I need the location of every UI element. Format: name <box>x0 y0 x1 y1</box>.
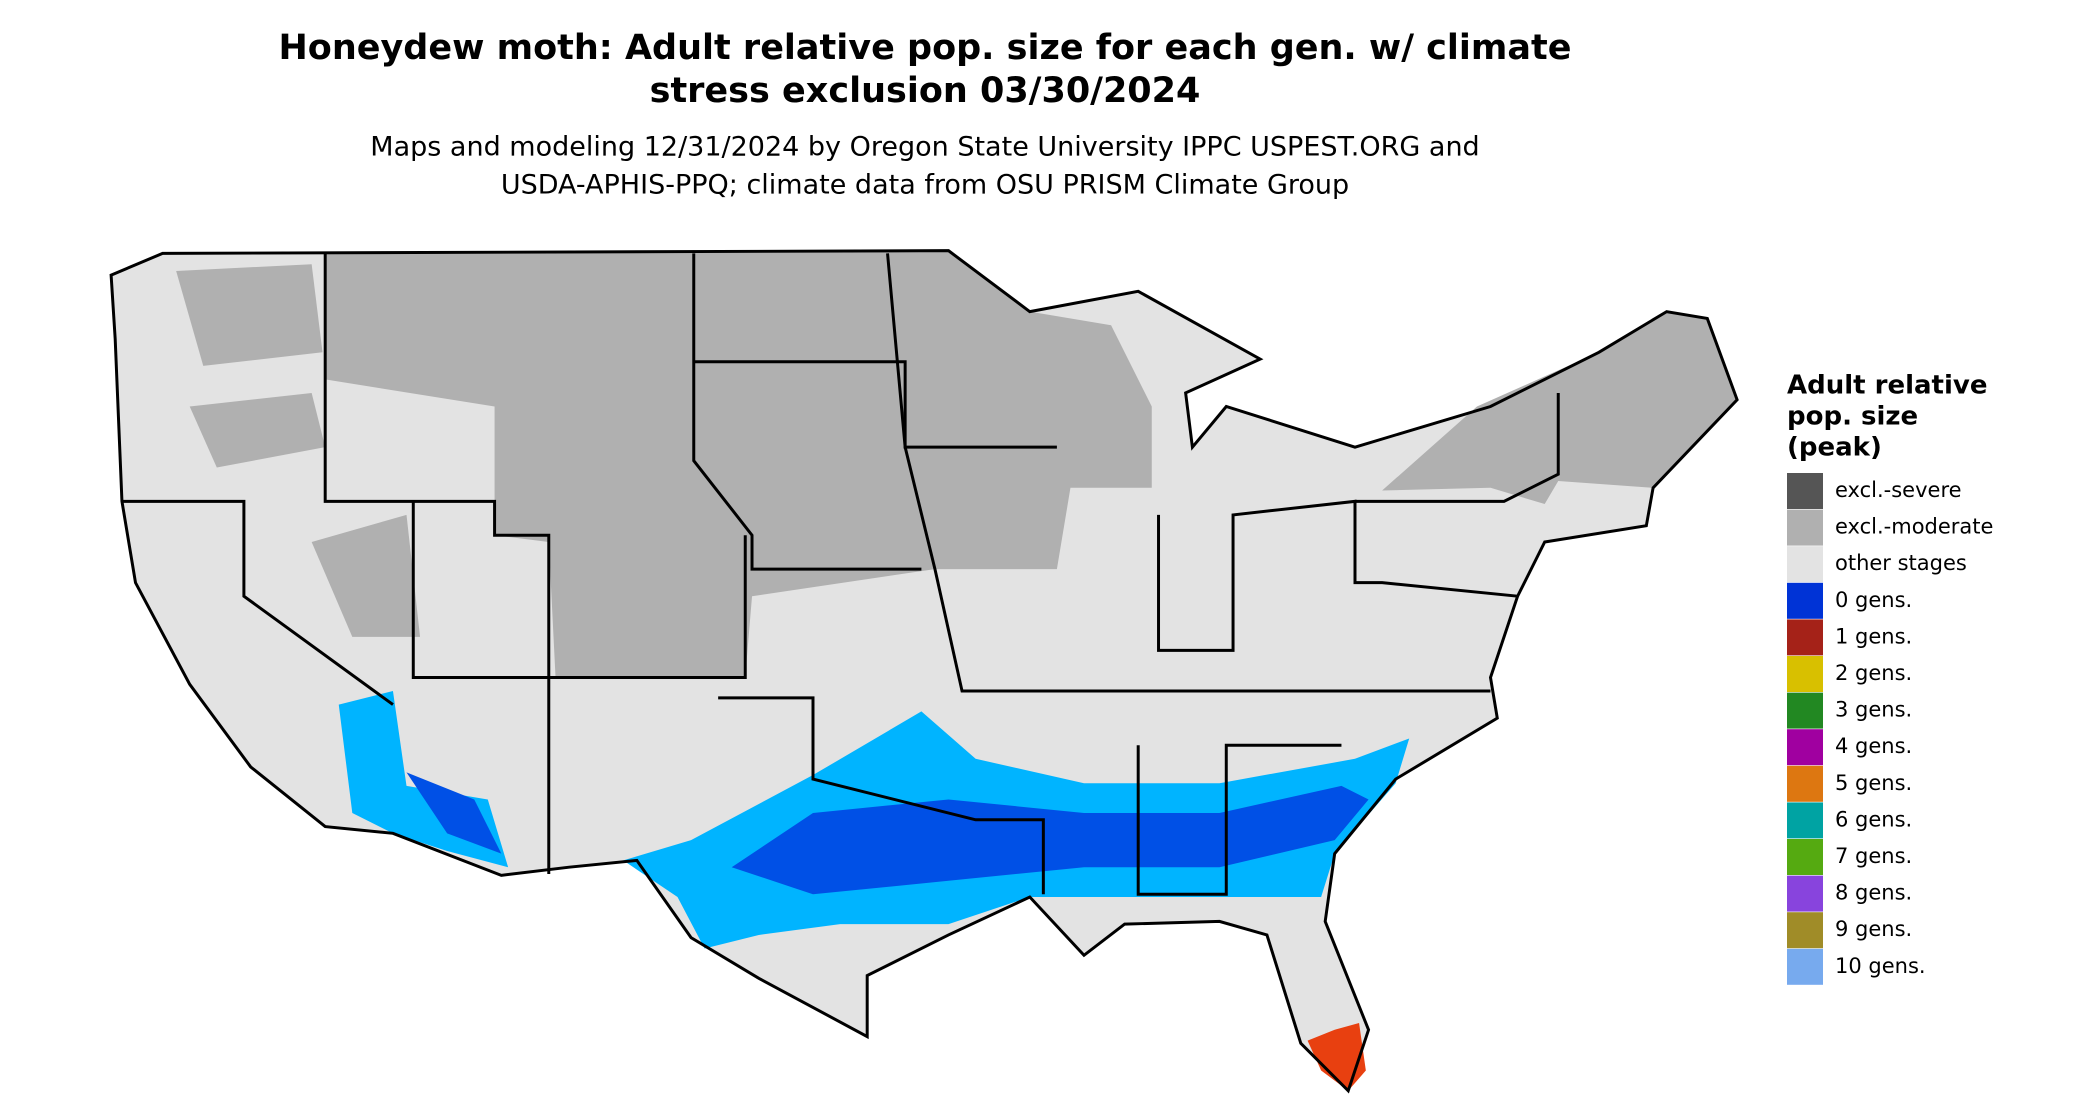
legend-swatch <box>1787 839 1823 875</box>
legend-label: 9 gens. <box>1835 917 1912 941</box>
excluded-moderate-region <box>325 250 1152 678</box>
legend-swatch <box>1787 509 1823 546</box>
title: Honeydew moth: Adult relative pop. size … <box>279 28 1572 68</box>
legend-swatch <box>1787 619 1823 656</box>
legend-label: 2 gens. <box>1835 661 1912 685</box>
legend-swatch <box>1787 692 1823 729</box>
legend-swatch <box>1787 729 1823 766</box>
excluded-moderate-region <box>176 264 323 366</box>
legend-label: excl.-severe <box>1835 478 1962 502</box>
state-borders <box>109 249 1739 1094</box>
development-region <box>406 772 502 854</box>
legend-label: 10 gens. <box>1835 954 1926 978</box>
title: stress exclusion 03/30/2024 <box>650 71 1201 111</box>
legend-swatch <box>1787 546 1823 583</box>
legend-label: 1 gens. <box>1835 624 1912 648</box>
us-map <box>109 249 1739 1094</box>
excluded-moderate-region <box>311 514 421 637</box>
legend-swatch <box>1787 582 1823 619</box>
legend-title: pop. size <box>1787 402 1918 432</box>
legend-label: 5 gens. <box>1835 771 1912 795</box>
legend-label: 7 gens. <box>1835 844 1912 868</box>
legend-swatch <box>1787 875 1823 912</box>
legend-swatch <box>1787 473 1823 509</box>
legend-swatch <box>1787 656 1823 692</box>
development-region <box>731 785 1369 895</box>
legend-label: 6 gens. <box>1835 807 1912 831</box>
legend-swatch <box>1787 912 1823 949</box>
legend-label: 3 gens. <box>1835 698 1912 722</box>
legend-label: 0 gens. <box>1835 588 1912 612</box>
subtitle: USDA-APHIS-PPQ; climate data from OSU PR… <box>501 170 1349 201</box>
florida-region <box>1307 1023 1366 1091</box>
legend-label: 4 gens. <box>1835 734 1912 758</box>
legend-swatch <box>1787 948 1823 985</box>
legend-title: Adult relative <box>1787 371 1987 401</box>
legend-label: 8 gens. <box>1835 881 1912 905</box>
legend-label: excl.-moderate <box>1835 515 1993 539</box>
subtitle: Maps and modeling 12/31/2024 by Oregon S… <box>370 132 1479 163</box>
legend-title: (peak) <box>1787 433 1882 463</box>
excluded-moderate-region <box>189 392 326 468</box>
legend-swatch <box>1787 802 1823 839</box>
legend: Adult relative pop. size (peak) excl.-se… <box>1787 371 1993 985</box>
legend-swatch <box>1787 765 1823 802</box>
legend-label: other stages <box>1835 551 1967 575</box>
